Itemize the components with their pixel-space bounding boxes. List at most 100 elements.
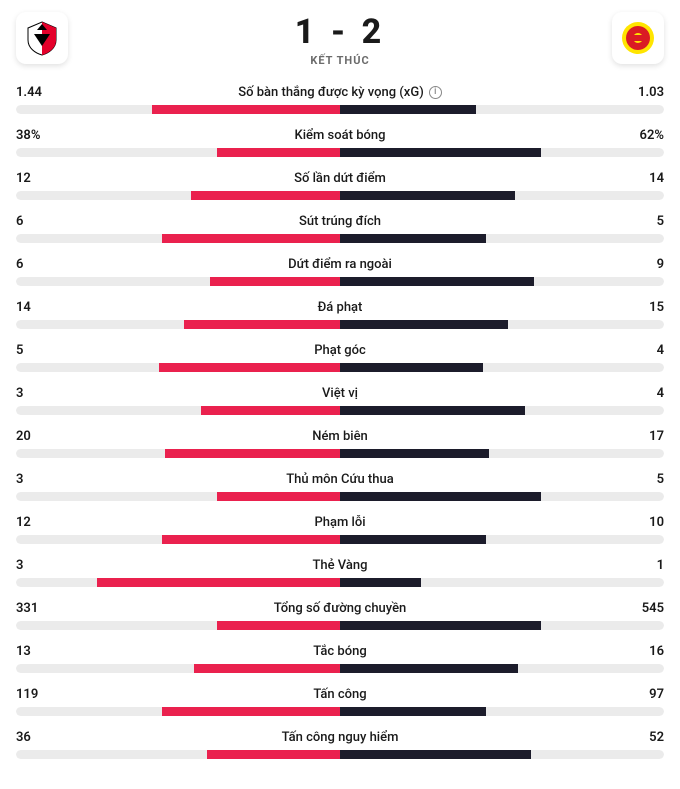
- stat-head: 3 Thẻ Vàng 1: [16, 558, 664, 573]
- stat-bar-right: [340, 277, 664, 286]
- stat-head: 3 Việt vị 4: [16, 386, 664, 401]
- stat-bar-right: [340, 234, 664, 243]
- stat-home-value: 5: [16, 343, 56, 358]
- stat-row: 20 Ném biên 17: [16, 429, 664, 458]
- stat-bar-left-fill: [201, 406, 340, 415]
- score-wrap: 1 - 2 KẾT THÚC: [68, 12, 612, 67]
- stat-bar-right: [340, 707, 664, 716]
- away-crest: [612, 12, 664, 64]
- stat-bar-left: [16, 148, 340, 157]
- stat-home-value: 36: [16, 730, 56, 745]
- stat-bar-track: [16, 363, 664, 372]
- stat-bar-right: [340, 535, 664, 544]
- stat-bar-track: [16, 707, 664, 716]
- stat-head: 331 Tổng số đường chuyền 545: [16, 601, 664, 616]
- stat-label: Thủ môn Cứu thua: [56, 472, 624, 487]
- stat-bar-left: [16, 234, 340, 243]
- stat-label: Ném biên: [56, 429, 624, 444]
- stat-bar-right: [340, 449, 664, 458]
- stat-bar-right-fill: [340, 148, 541, 157]
- stat-away-value: 4: [624, 386, 664, 401]
- stat-row: 3 Thủ môn Cứu thua 5: [16, 472, 664, 501]
- stat-row: 14 Đá phạt 15: [16, 300, 664, 329]
- stat-row: 331 Tổng số đường chuyền 545: [16, 601, 664, 630]
- stat-bar-left: [16, 707, 340, 716]
- stat-row: 12 Phạm lỗi 10: [16, 515, 664, 544]
- stat-away-value: 15: [624, 300, 664, 315]
- stat-bar-left: [16, 578, 340, 587]
- stat-bar-track: [16, 578, 664, 587]
- stat-label: Thẻ Vàng: [56, 558, 624, 573]
- away-score: 2: [362, 12, 386, 52]
- stat-label: Số bàn thắng được kỳ vọng (xG) i: [56, 85, 624, 100]
- stat-label: Phạm lỗi: [56, 515, 624, 530]
- stat-bar-track: [16, 320, 664, 329]
- stat-bar-right: [340, 492, 664, 501]
- stat-head: 6 Dứt điểm ra ngoài 9: [16, 257, 664, 272]
- stat-bar-left: [16, 105, 340, 114]
- stat-bar-right-fill: [340, 664, 518, 673]
- stat-label: Tắc bóng: [56, 644, 624, 659]
- stat-bar-left: [16, 406, 340, 415]
- stat-bar-left: [16, 492, 340, 501]
- info-icon[interactable]: i: [429, 86, 442, 99]
- stat-away-value: 1.03: [624, 85, 664, 100]
- stat-away-value: 1: [624, 558, 664, 573]
- stat-away-value: 17: [624, 429, 664, 444]
- stat-bar-right-fill: [340, 621, 541, 630]
- stat-bar-right: [340, 105, 664, 114]
- stat-row: 6 Sút trúng đích 5: [16, 214, 664, 243]
- home-crest: [16, 12, 68, 64]
- stat-home-value: 12: [16, 515, 56, 530]
- stat-bar-right-fill: [340, 320, 508, 329]
- stat-bar-left-fill: [207, 750, 340, 759]
- stat-label: Tổng số đường chuyền: [56, 601, 624, 616]
- stat-bar-left-fill: [162, 535, 340, 544]
- stat-head: 14 Đá phạt 15: [16, 300, 664, 315]
- stat-head: 12 Số lần dứt điểm 14: [16, 171, 664, 186]
- stat-bar-track: [16, 191, 664, 200]
- stat-bar-right-fill: [340, 277, 534, 286]
- stat-home-value: 6: [16, 214, 56, 229]
- stat-bar-left-fill: [191, 191, 340, 200]
- stat-bar-left-fill: [165, 449, 340, 458]
- stat-head: 3 Thủ môn Cứu thua 5: [16, 472, 664, 487]
- stat-bar-right: [340, 664, 664, 673]
- stat-away-value: 5: [624, 472, 664, 487]
- stat-away-value: 14: [624, 171, 664, 186]
- away-crest-icon: [620, 20, 656, 56]
- stat-row: 3 Việt vị 4: [16, 386, 664, 415]
- stats-container: 1.44 Số bàn thắng được kỳ vọng (xG) i 1.…: [16, 85, 664, 759]
- stat-bar-left-fill: [184, 320, 340, 329]
- stat-bar-right: [340, 406, 664, 415]
- stat-home-value: 119: [16, 687, 56, 702]
- stat-home-value: 3: [16, 472, 56, 487]
- stat-bar-left: [16, 664, 340, 673]
- stat-bar-left: [16, 449, 340, 458]
- stat-bar-left-fill: [217, 492, 340, 501]
- stat-row: 5 Phạt góc 4: [16, 343, 664, 372]
- stat-home-value: 20: [16, 429, 56, 444]
- stat-bar-right: [340, 148, 664, 157]
- stat-home-value: 12: [16, 171, 56, 186]
- match-header: 1 - 2 KẾT THÚC: [16, 12, 664, 67]
- stat-bar-left-fill: [162, 234, 340, 243]
- stat-bar-track: [16, 406, 664, 415]
- stat-bar-left-fill: [217, 621, 340, 630]
- stat-head: 36 Tấn công nguy hiểm 52: [16, 730, 664, 745]
- stat-bar-left-fill: [152, 105, 340, 114]
- stat-row: 3 Thẻ Vàng 1: [16, 558, 664, 587]
- stat-bar-right-fill: [340, 578, 421, 587]
- stat-bar-right-fill: [340, 707, 486, 716]
- stat-bar-left-fill: [217, 148, 340, 157]
- stat-bar-left: [16, 320, 340, 329]
- stat-label: Tấn công: [56, 687, 624, 702]
- stat-home-value: 3: [16, 558, 56, 573]
- stat-bar-track: [16, 664, 664, 673]
- stat-label: Số lần dứt điểm: [56, 171, 624, 186]
- stat-away-value: 16: [624, 644, 664, 659]
- stat-bar-right-fill: [340, 406, 525, 415]
- stat-bar-track: [16, 277, 664, 286]
- stat-home-value: 331: [16, 601, 56, 616]
- stat-label: Dứt điểm ra ngoài: [56, 257, 624, 272]
